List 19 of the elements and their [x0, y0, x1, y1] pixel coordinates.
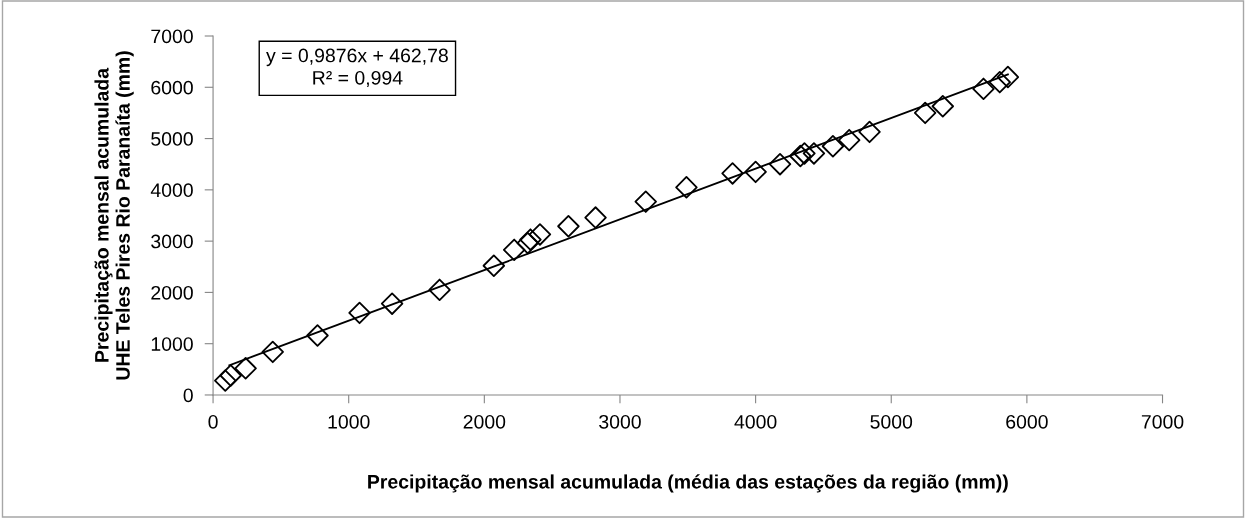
y-axis-title: Precipitação mensal acumulada UHE Teles Pires Rio Paranaíta (mm) — [94, 51, 134, 380]
y-tick-label: 1000 — [151, 337, 193, 351]
x-tick-label: 3000 — [599, 414, 641, 429]
x-tick-label: 5000 — [870, 414, 913, 429]
annotation: y = 0,9876x + 462,78 R² = 0,994 — [266, 48, 448, 87]
y-tick-label: 0 — [183, 388, 193, 403]
x-tick-label: 2000 — [463, 414, 506, 429]
x-axis-title: Precipitação mensal acumulada (média das estações da região (mm)) — [368, 474, 1008, 493]
x-tick-label: 6000 — [1006, 414, 1048, 429]
y-tick-label: 7000 — [151, 29, 193, 44]
y-tick-label: 5000 — [151, 132, 193, 146]
x-tick-label: 7000 — [1141, 414, 1184, 429]
x-tick-label: 0 — [208, 414, 218, 429]
y-tick-label: 6000 — [151, 80, 193, 95]
y-tick-label: 4000 — [150, 183, 193, 198]
x-tick-label: 4000 — [734, 414, 777, 429]
y-tick-label: 3000 — [151, 234, 193, 249]
y-tick-label: 2000 — [151, 285, 193, 300]
x-tick-label: 1000 — [328, 414, 370, 429]
